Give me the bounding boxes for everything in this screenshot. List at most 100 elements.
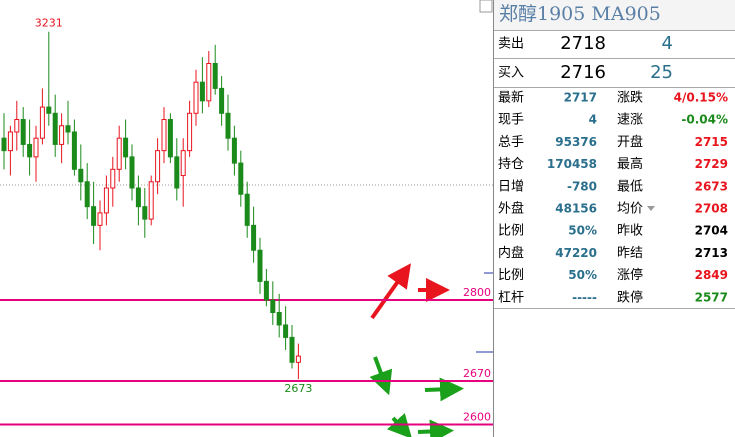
field-value: 47220 <box>555 246 597 260</box>
field-value: 95376 <box>555 135 597 149</box>
candle-body <box>257 249 263 282</box>
field-value: -780 <box>567 179 597 193</box>
candle-body <box>123 137 129 158</box>
ask-price: 2718 <box>560 33 606 54</box>
candle-body <box>84 181 90 208</box>
field-label: 最新 <box>498 90 524 106</box>
field-label: 日增 <box>498 179 524 194</box>
candle-chart: 2800 2670 2600 3231 2673 <box>0 0 493 437</box>
field-label: 均价 <box>617 202 643 217</box>
ask-volume: 4 <box>662 33 673 54</box>
field-label: 涨跌 <box>617 90 643 106</box>
candle-body <box>219 87 225 114</box>
candle-body <box>71 131 77 170</box>
candle-body <box>65 125 71 133</box>
field-label: 最低 <box>617 179 643 194</box>
field-value: 2715 <box>695 135 728 149</box>
candle-body <box>116 137 122 170</box>
candle-body <box>263 280 269 301</box>
candle-body <box>161 119 167 152</box>
candle-body <box>231 137 237 164</box>
quote-panel: 郑醇1905 MA905 卖出 2718 4 买入 2716 25 最新 2717… <box>493 0 735 437</box>
candle-body <box>193 81 199 114</box>
field-label: 现手 <box>498 113 524 128</box>
candle-body <box>167 119 173 158</box>
field-label: 昨结 <box>617 246 643 261</box>
candle-body <box>97 212 103 226</box>
candle-body <box>46 106 52 114</box>
dropdown-icon <box>647 206 655 211</box>
field-value: 50% <box>568 268 597 282</box>
candle-body <box>27 143 33 158</box>
field-value: 2577 <box>695 290 728 304</box>
candle-body <box>155 150 161 183</box>
title-bg <box>494 0 735 30</box>
candle-body <box>142 206 148 220</box>
field-value: 2708 <box>695 202 728 216</box>
candle-body <box>276 311 282 326</box>
field-label: 最高 <box>617 156 643 172</box>
field-value: 2729 <box>695 157 728 171</box>
candle-body <box>129 156 135 189</box>
arrow <box>370 263 411 320</box>
field-label: 跌停 <box>617 289 643 305</box>
candle-body <box>187 112 193 152</box>
field-value: 2849 <box>695 268 728 282</box>
candle-body <box>33 137 39 158</box>
candle-body <box>20 119 26 145</box>
candle-body <box>174 156 180 189</box>
candle-body <box>103 187 109 214</box>
field-value: 4/0.15% <box>674 91 728 105</box>
candle-body <box>39 106 45 139</box>
field-label: 开盘 <box>617 134 643 150</box>
high-label: 3231 <box>35 17 63 30</box>
candle-body <box>251 224 257 251</box>
field-value: 2713 <box>695 246 728 260</box>
field-label: 内盘 <box>498 245 524 261</box>
field-label: 杠杆 <box>498 289 524 305</box>
candle-body <box>244 193 250 226</box>
arrow <box>369 356 393 396</box>
candle-body <box>238 162 244 195</box>
field-value: ----- <box>572 290 597 304</box>
candle-body <box>52 112 58 145</box>
candle-body <box>78 168 84 183</box>
panel-bg <box>493 0 735 437</box>
field-value: -0.04% <box>681 113 728 127</box>
candle-body <box>199 81 205 102</box>
field-value: 48156 <box>555 202 597 216</box>
candle-body <box>270 299 276 313</box>
field-label: 比例 <box>498 268 524 283</box>
field-value: 170458 <box>547 157 597 171</box>
arrow <box>424 377 464 402</box>
candle-body <box>212 62 218 89</box>
bid-price: 2716 <box>560 62 606 83</box>
candle-body <box>225 112 231 139</box>
candle-body <box>180 150 186 177</box>
candle-body <box>295 355 301 363</box>
field-label: 比例 <box>498 224 524 239</box>
arrows <box>369 263 464 437</box>
price-label: 2800 <box>463 286 491 299</box>
candle-body <box>206 62 212 102</box>
corner-box <box>479 0 493 13</box>
candle-body <box>59 125 65 145</box>
candle-body <box>1 137 7 152</box>
field-label: 外盘 <box>498 201 524 217</box>
field-value: 50% <box>568 224 597 238</box>
candle-body <box>289 336 295 363</box>
candle-body <box>283 324 289 338</box>
title: 郑醇1905 MA905 <box>499 3 661 25</box>
field-value: 2704 <box>695 224 728 238</box>
field-value: 4 <box>589 113 597 127</box>
low-label: 2673 <box>284 382 312 395</box>
field-label: 速涨 <box>617 113 643 128</box>
candle-body <box>14 119 20 133</box>
field-label: 昨收 <box>617 224 643 239</box>
bid-label: 买入 <box>498 66 524 81</box>
candle-body <box>110 168 116 189</box>
candle-body <box>7 131 13 152</box>
bid-volume: 25 <box>650 62 673 83</box>
field-value: 2717 <box>564 91 597 105</box>
